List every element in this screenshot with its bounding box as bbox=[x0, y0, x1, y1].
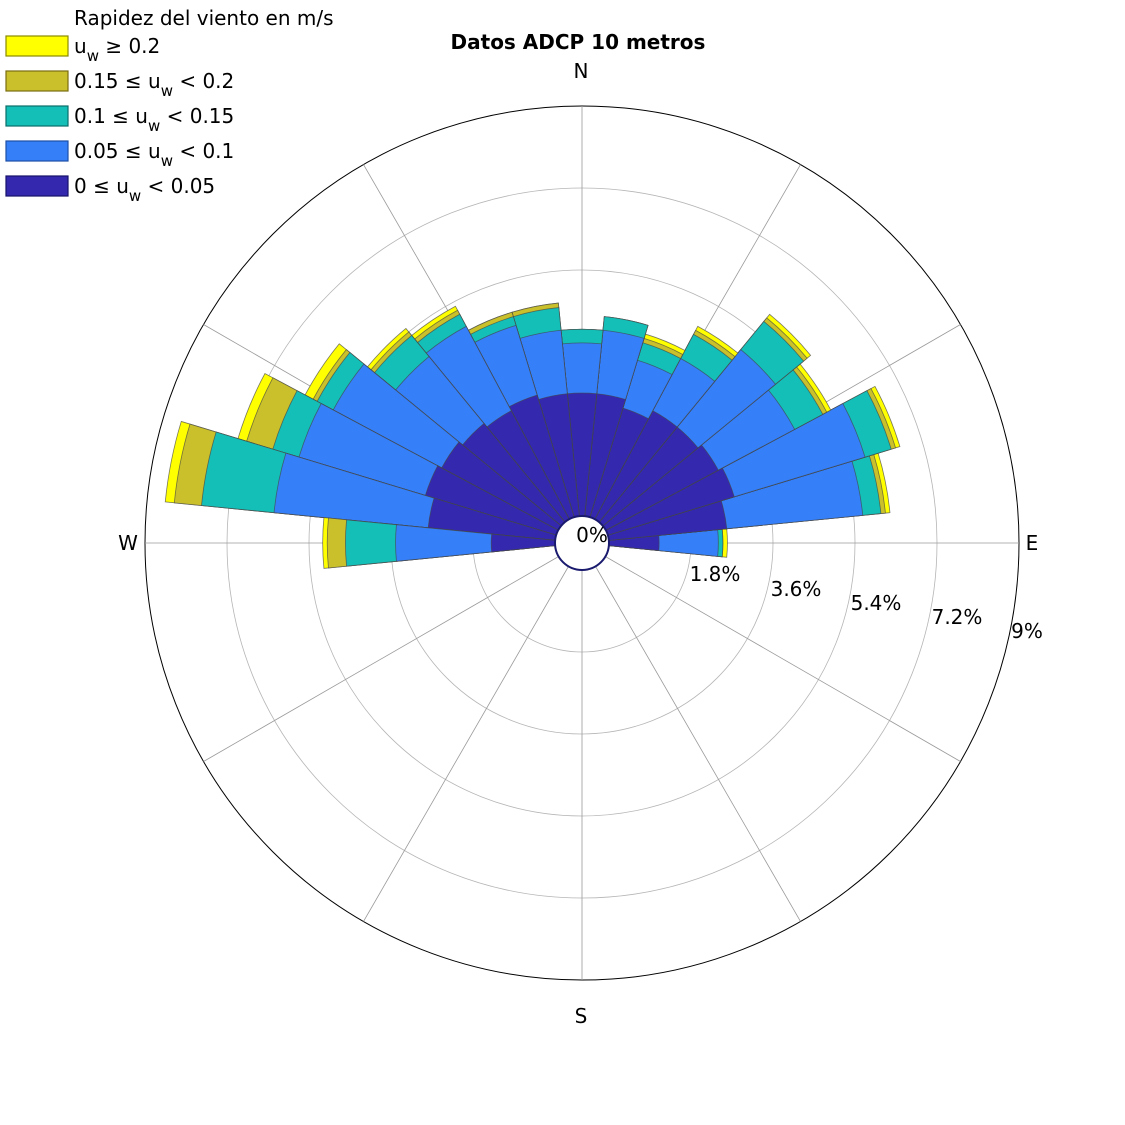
legend-swatch bbox=[5, 70, 69, 92]
legend-entry: 0.05 ≤ uw < 0.1 bbox=[74, 139, 234, 170]
direction-bar bbox=[322, 517, 556, 569]
direction-bar bbox=[602, 363, 832, 531]
legend-swatch bbox=[5, 175, 69, 197]
direction-bar bbox=[598, 313, 812, 527]
center-label: 0% bbox=[576, 523, 608, 547]
direction-bar bbox=[366, 327, 566, 527]
radial-tick-label: 5.4% bbox=[851, 591, 902, 615]
direction-label: N bbox=[574, 59, 589, 83]
direction-bar bbox=[594, 325, 739, 523]
direction-bar bbox=[560, 328, 604, 517]
radial-tick-label: 7.2% bbox=[932, 605, 983, 629]
legend: Rapidez del viento en m/s uw ≥ 0.2 0.15 ≤… bbox=[5, 6, 334, 205]
chart-title: Datos ADCP 10 metros bbox=[451, 30, 706, 54]
wind-bars bbox=[164, 302, 901, 569]
legend-entry: uw ≥ 0.2 bbox=[74, 34, 160, 65]
legend-entry: 0.15 ≤ uw < 0.2 bbox=[74, 69, 234, 100]
legend-swatch bbox=[5, 35, 69, 57]
grid-spoke bbox=[363, 566, 569, 922]
direction-bar bbox=[237, 372, 559, 536]
legend-swatch bbox=[5, 105, 69, 127]
chart-overlay: 0% 1.8% 3.6% 5.4% 7.2% 9% N E S W bbox=[118, 59, 1043, 1028]
direction-bar bbox=[411, 305, 570, 523]
grid-spoke bbox=[595, 566, 801, 922]
grid-spoke bbox=[605, 556, 961, 762]
legend-swatch bbox=[5, 140, 69, 162]
polar-grid bbox=[144, 105, 1020, 981]
direction-bar bbox=[589, 333, 686, 520]
direction-bar bbox=[584, 316, 649, 518]
direction-bar bbox=[467, 311, 575, 520]
legend-title: Rapidez del viento en m/s bbox=[74, 6, 334, 30]
direction-label: W bbox=[118, 531, 138, 555]
legend-items: uw ≥ 0.2 0.15 ≤ uw < 0.2 0.1 ≤ uw < 0.15 0.… bbox=[5, 34, 234, 205]
direction-label: S bbox=[575, 1004, 588, 1028]
direction-bar bbox=[605, 385, 901, 536]
direction-bar bbox=[164, 420, 557, 541]
direction-bar bbox=[607, 452, 891, 541]
center-circle bbox=[554, 515, 610, 571]
legend-entry: 0.1 ≤ uw < 0.15 bbox=[74, 104, 234, 135]
legend-entry: 0 ≤ uw < 0.05 bbox=[74, 174, 215, 205]
radial-tick-label: 9% bbox=[1011, 619, 1043, 643]
direction-label: E bbox=[1026, 531, 1039, 555]
direction-bar bbox=[304, 343, 562, 531]
radial-tick-label: 1.8% bbox=[690, 562, 741, 586]
radial-tick-label: 3.6% bbox=[771, 577, 822, 601]
grid-spoke bbox=[203, 556, 559, 762]
